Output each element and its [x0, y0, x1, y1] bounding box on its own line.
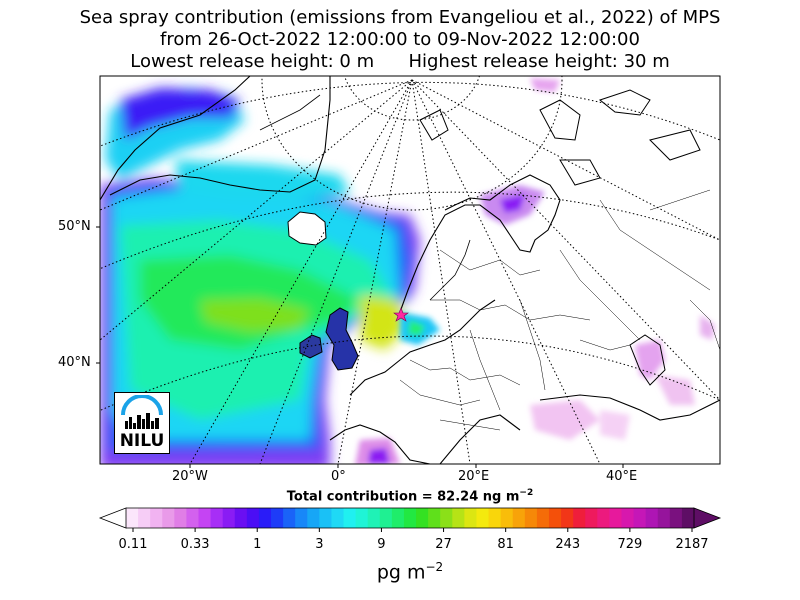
- colorbar-tick-label: 9: [377, 537, 386, 552]
- nilu-logo: NILU: [114, 392, 170, 454]
- colorbar-swatch: [295, 508, 308, 528]
- colorbar-swatch: [331, 508, 345, 528]
- colorbar-swatch: [319, 508, 332, 528]
- colorbar-swatch: [500, 508, 514, 528]
- total-contribution: Total contribution = 82.24 ng m−2: [0, 488, 800, 504]
- colorbar-swatch: [367, 508, 381, 528]
- colorbar-swatch: [657, 508, 671, 528]
- colorbar-swatch: [548, 508, 562, 528]
- colorbar-swatch: [222, 508, 236, 528]
- lon-label-20e: 20°E: [458, 469, 490, 484]
- colorbar-swatch: [379, 508, 393, 528]
- colorbar-unit-exponent: −2: [425, 560, 444, 574]
- colorbar-swatch: [391, 508, 405, 528]
- colorbar-swatch: [246, 508, 260, 528]
- colorbar-tick-label: 729: [617, 537, 643, 552]
- colorbar-swatch: [416, 508, 429, 528]
- colorbar-unit: pg m−2: [0, 560, 800, 583]
- map-title-line-1: Sea spray contribution (emissions from E…: [79, 7, 721, 28]
- lat-label-40n: 40°N: [58, 355, 91, 370]
- colorbar-swatch: [440, 508, 453, 528]
- country-borders: [399, 189, 720, 431]
- colorbar-swatch: [488, 508, 502, 528]
- colorbar-swatch: [355, 508, 369, 528]
- colorbar-swatch: [258, 508, 272, 528]
- colorbar-swatch: [597, 508, 610, 528]
- plot-frame: [99, 75, 721, 465]
- map-title-line-2: from 26-Oct-2022 12:00:00 to 09-Nov-2022…: [160, 29, 640, 50]
- colorbar-swatch: [561, 508, 574, 528]
- colorbar-tick-label: 243: [555, 537, 581, 552]
- colorbar-swatch: [186, 508, 200, 528]
- colorbar-swatch: [476, 508, 490, 528]
- colorbar-swatch: [150, 508, 163, 528]
- colorbar-tick-label: 81: [497, 537, 514, 552]
- lon-label-0: 0°: [331, 469, 346, 484]
- colorbar: [98, 507, 722, 532]
- map-title-line-3: Lowest release height: 0 m Highest relea…: [130, 51, 670, 72]
- colorbar-swatch: [174, 508, 187, 528]
- colorbar-swatch: [210, 508, 224, 528]
- colorbar-swatch: [585, 508, 598, 528]
- colorbar-tick-label: 2187: [675, 537, 709, 552]
- colorbar-unit-text: pg m: [376, 561, 426, 584]
- colorbar-swatch: [621, 508, 635, 528]
- lat-label-50n: 50°N: [58, 219, 91, 234]
- colorbar-swatch: [126, 508, 139, 528]
- nilu-logo-icon: [121, 395, 163, 429]
- total-contribution-text: Total contribution = 82.24 ng m: [286, 489, 520, 505]
- colorbar-tick-label: 0.33: [180, 537, 210, 552]
- colorbar-swatch: [198, 508, 212, 528]
- lon-label-20w: 20°W: [172, 469, 208, 484]
- colorbar-swatch: [428, 508, 441, 528]
- colorbar-swatch: [464, 508, 477, 528]
- colorbar-tick-label: 3: [315, 537, 324, 552]
- colorbar-swatch: [271, 508, 284, 528]
- colorbar-tick-label: 0.11: [118, 537, 148, 552]
- colorbar-swatch: [609, 508, 622, 528]
- release-site-star-icon: [393, 307, 409, 322]
- colorbar-under-arrow: [98, 507, 127, 529]
- colorbar-swatch: [633, 508, 647, 528]
- colorbar-swatch: [645, 508, 659, 528]
- nilu-logo-text: NILU: [119, 431, 165, 451]
- colorbar-tick-label: 1: [253, 537, 262, 552]
- concentration-patches: [355, 78, 715, 464]
- colorbar-swatch: [524, 508, 538, 528]
- axis-ticks: [96, 226, 624, 468]
- colorbar-swatch: [403, 508, 417, 528]
- total-contribution-exponent: −2: [519, 488, 534, 498]
- colorbar-swatch: [452, 508, 465, 528]
- graticule: [100, 76, 720, 464]
- colorbar-swatch: [283, 508, 296, 528]
- map-plot-area: [100, 76, 720, 464]
- colorbar-swatch: [307, 508, 320, 528]
- colorbar-swatch: [234, 508, 248, 528]
- lon-label-40e: 40°E: [606, 469, 638, 484]
- colorbar-swatch: [536, 508, 550, 528]
- colorbar-swatch: [138, 508, 151, 528]
- colorbar-swatch: [512, 508, 526, 528]
- colorbar-swatch: [669, 508, 683, 528]
- colorbar-swatch: [573, 508, 586, 528]
- colorbar-over-arrow: [693, 507, 722, 529]
- colorbar-swatch: [343, 508, 357, 528]
- colorbar-swatch: [681, 508, 695, 528]
- colorbar-tick-label: 27: [435, 537, 452, 552]
- colorbar-swatch: [162, 508, 175, 528]
